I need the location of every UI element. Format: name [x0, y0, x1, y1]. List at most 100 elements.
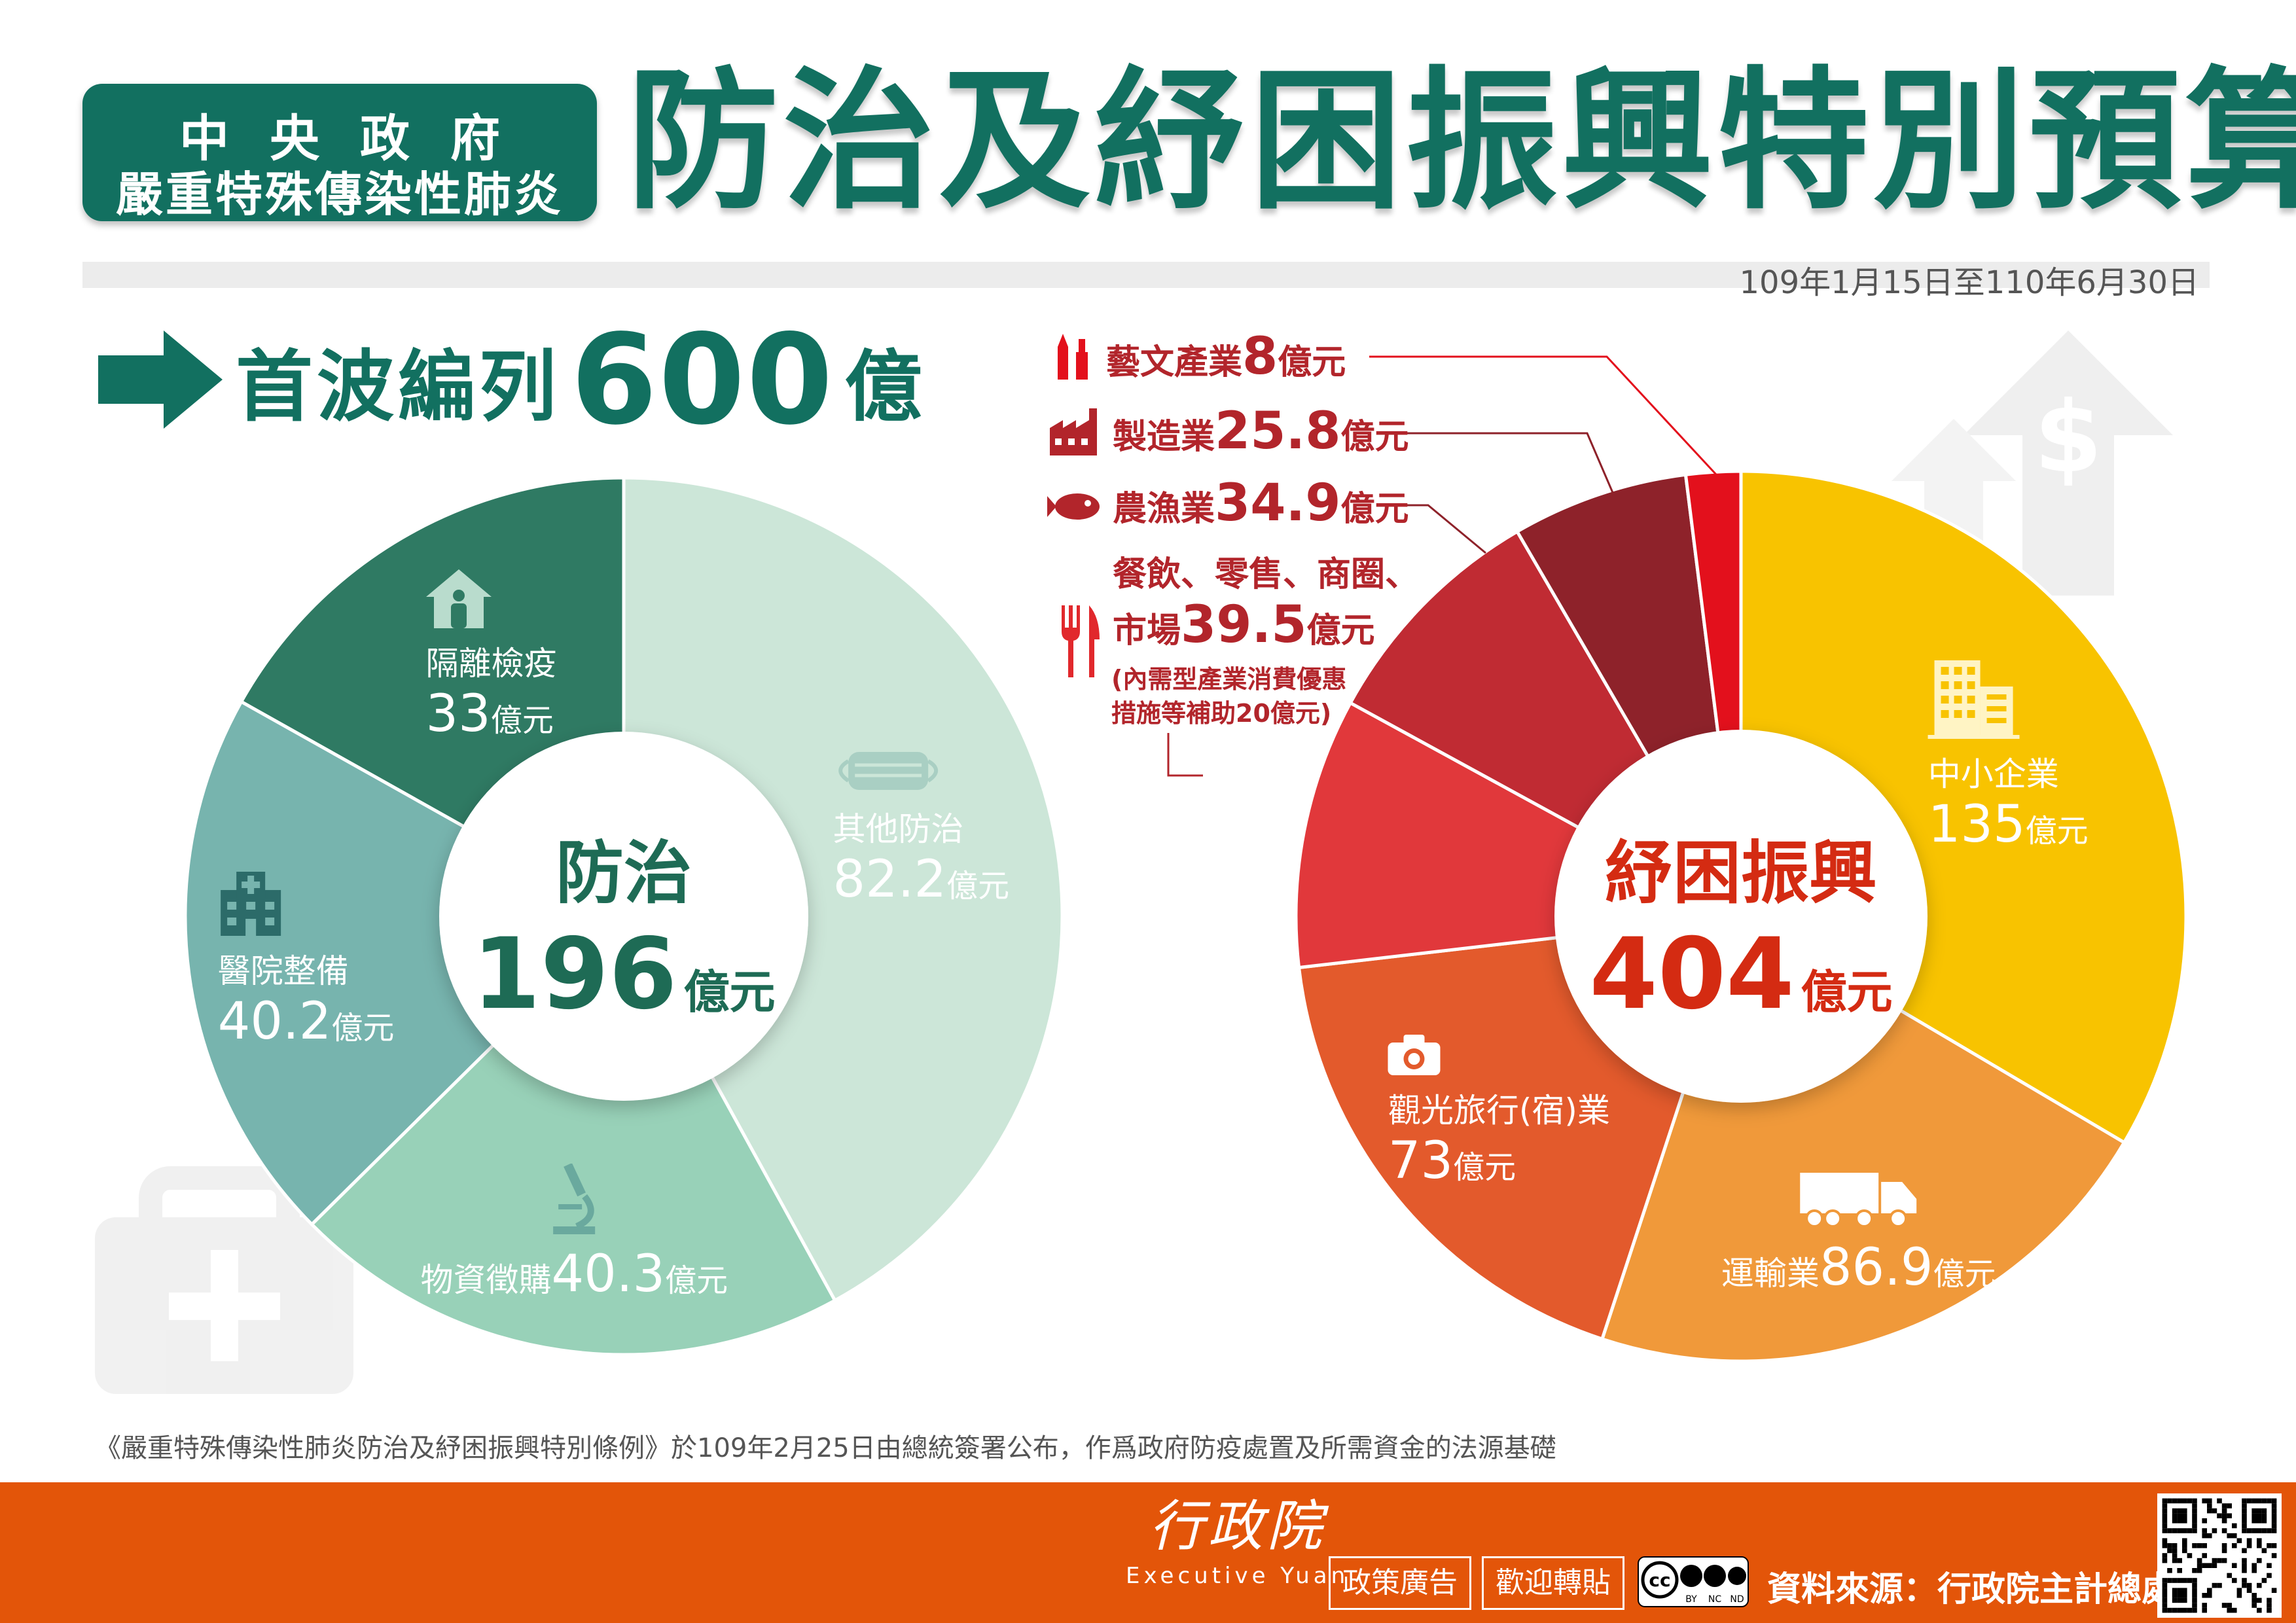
slice-label-truck: 運輸業86.9億元 [1721, 1173, 1996, 1297]
executive-yuan-logo: 行政院 Executive Yuan [1126, 1499, 1349, 1589]
slice-value: 135 [1928, 795, 2026, 854]
pie-center-pie-relief [1554, 730, 1928, 1103]
cc-label: cc [1649, 1569, 1670, 1591]
annotation-fishery-unit: 億元 [1340, 490, 1409, 529]
annotation-arts-name: 藝文產業 [1106, 343, 1243, 382]
slice-name: 中小企業 [1928, 755, 2059, 793]
annotation-dining-line1-text: 餐飲、零售、商圈、 [1113, 555, 1420, 594]
leader-arts [1369, 355, 1717, 476]
page-title: 防治及紓困振興特別預算 [627, 53, 2296, 230]
header-badge: 中央政府 嚴重特殊傳染性肺炎 [82, 84, 597, 222]
slice-value: 82.2 [833, 849, 947, 909]
quarantine-house-icon [425, 569, 557, 631]
annotation-arts: 藝文產業8億元 [1106, 327, 1346, 386]
annotation-manufacturing-unit: 億元 [1340, 418, 1409, 457]
building-icon [1928, 660, 2089, 741]
slice-name: 觀光旅行(宿)業 [1388, 1091, 1610, 1130]
slice-unit: 億元 [1933, 1256, 1996, 1293]
annotation-fishery-value: 34.9 [1215, 474, 1341, 533]
date-range: 109年1月15日至110年6月30日 [1739, 264, 2199, 301]
fish-icon [1047, 492, 1101, 521]
slice-value: 40.2 [217, 992, 332, 1052]
annotation-dining: 市場39.5億元 [1113, 596, 1374, 654]
policy-ad-tag: 政策廣告 [1329, 1556, 1471, 1610]
footnote: 《嚴重特殊傳染性肺炎防治及紓困振興特別條例》於109年2月25日由總統簽署公布，… [95, 1433, 1556, 1463]
qr-code-icon[interactable] [2157, 1493, 2282, 1618]
slice-unit: 億元 [490, 702, 554, 740]
welcome-share-tag: 歡迎轉貼 [1482, 1556, 1624, 1610]
first-wave-heading: 首波編列 600 億 [98, 308, 922, 452]
badge-line2: 嚴重特殊傳染性肺炎 [115, 167, 564, 222]
annotation-dining-name: 市場 [1113, 611, 1181, 651]
annotation-arts-unit: 億元 [1278, 343, 1346, 382]
pie-center-pie-prevention [439, 732, 808, 1101]
footer-bar [0, 1482, 2296, 1623]
leader-lines [1167, 355, 1717, 777]
leader-manufacturing [1396, 432, 1615, 495]
mask-icon [833, 748, 1009, 796]
annotation-manufacturing: 製造業25.8億元 [1113, 402, 1408, 461]
pie-slice-pie-prevention-2 [183, 699, 627, 1227]
badge-line1: 中央政府 [179, 109, 541, 168]
annotation-dining-unit: 億元 [1306, 611, 1375, 651]
pie-center-value-pie-relief: 404 億元 [1589, 918, 1892, 1031]
art-tools-icon [1054, 334, 1093, 380]
truck-icon [1721, 1173, 1996, 1232]
slice-label-microscope: 物資徵購40.3億元 [420, 1163, 728, 1304]
slice-name: 醫院整備 [217, 952, 349, 991]
slice-unit: 億元 [665, 1262, 728, 1300]
executive-yuan-en: Executive Yuan [1126, 1563, 1350, 1589]
slice-value: 40.3 [551, 1245, 666, 1304]
pie-slice-pie-prevention-1 [309, 913, 838, 1357]
slice-label-hospital: 醫院整備 40.2億元 [217, 870, 395, 1052]
first-wave-label: 首波編列 [236, 341, 561, 432]
slice-unit: 億元 [331, 1010, 395, 1047]
microscope-icon [420, 1163, 728, 1238]
cc-term-nd: ND [1730, 1594, 1744, 1605]
data-source: 資料來源：行政院主計總處 [1767, 1570, 2176, 1609]
slice-label-mask: 其他防治 82.2億元 [833, 748, 1009, 909]
slice-value: 86.9 [1819, 1238, 1933, 1298]
annotation-manufacturing-name: 製造業 [1113, 418, 1215, 457]
slice-label-quarantine-house: 隔離檢疫 33億元 [425, 569, 557, 744]
pie-center-title-pie-relief: 紓困振興 [1605, 833, 1877, 913]
pie-center-value-pie-prevention: 196 億元 [472, 918, 775, 1031]
leader-fishery [1396, 504, 1486, 554]
slice-name: 物資徵購 [420, 1261, 552, 1300]
svg-text:$: $ [2034, 381, 2102, 495]
cc-term-by: BY [1685, 1594, 1697, 1605]
annotation-fishery-name: 農漁業 [1113, 490, 1215, 529]
title-divider [82, 262, 2210, 288]
pie-center-title-pie-prevention: 防治 [556, 833, 692, 913]
executive-yuan-cn: 行政院 [1149, 1494, 1326, 1558]
annotation-arts-value: 8 [1242, 327, 1278, 386]
slice-name: 運輸業 [1721, 1255, 1820, 1293]
slice-name: 其他防治 [833, 810, 964, 848]
slice-label-building: 中小企業 135億元 [1928, 660, 2089, 854]
slice-value: 33 [425, 685, 491, 744]
slice-value: 73 [1388, 1131, 1454, 1190]
creative-commons-icon: cc BY NC ND [1638, 1556, 1749, 1607]
annotation-fishery: 農漁業34.9億元 [1113, 474, 1408, 533]
first-wave-amount: 600 [571, 307, 834, 452]
medkit-background-icon [95, 1166, 353, 1394]
annotation-dining-note: (內需型產業消費優惠 措施等補助20億元) [1111, 662, 1346, 730]
camera-icon [1388, 1034, 1610, 1078]
money-arrow-background-icon: $ [1892, 330, 2173, 599]
factory-icon [1050, 406, 1100, 455]
leader-dining [1167, 733, 1203, 777]
pie-slice-pie-prevention-0 [622, 476, 1064, 1303]
annotation-dining-note-line2: 措施等補助20億元) [1111, 699, 1332, 728]
first-wave-unit: 億 [844, 341, 922, 432]
annotation-dining-note-line1: (內需型產業消費優惠 [1111, 665, 1347, 694]
slice-label-camera: 觀光旅行(宿)業 73億元 [1388, 1034, 1610, 1190]
slice-unit: 億元 [946, 867, 1010, 904]
hospital-icon [218, 870, 395, 938]
slice-unit: 億元 [2025, 813, 2089, 849]
annotation-dining-line1: 餐飲、零售、商圈、 [1113, 546, 1419, 596]
fork-knife-icon [1056, 605, 1102, 677]
cc-term-nc: NC [1708, 1594, 1721, 1605]
annotation-dining-value: 39.5 [1181, 596, 1307, 654]
